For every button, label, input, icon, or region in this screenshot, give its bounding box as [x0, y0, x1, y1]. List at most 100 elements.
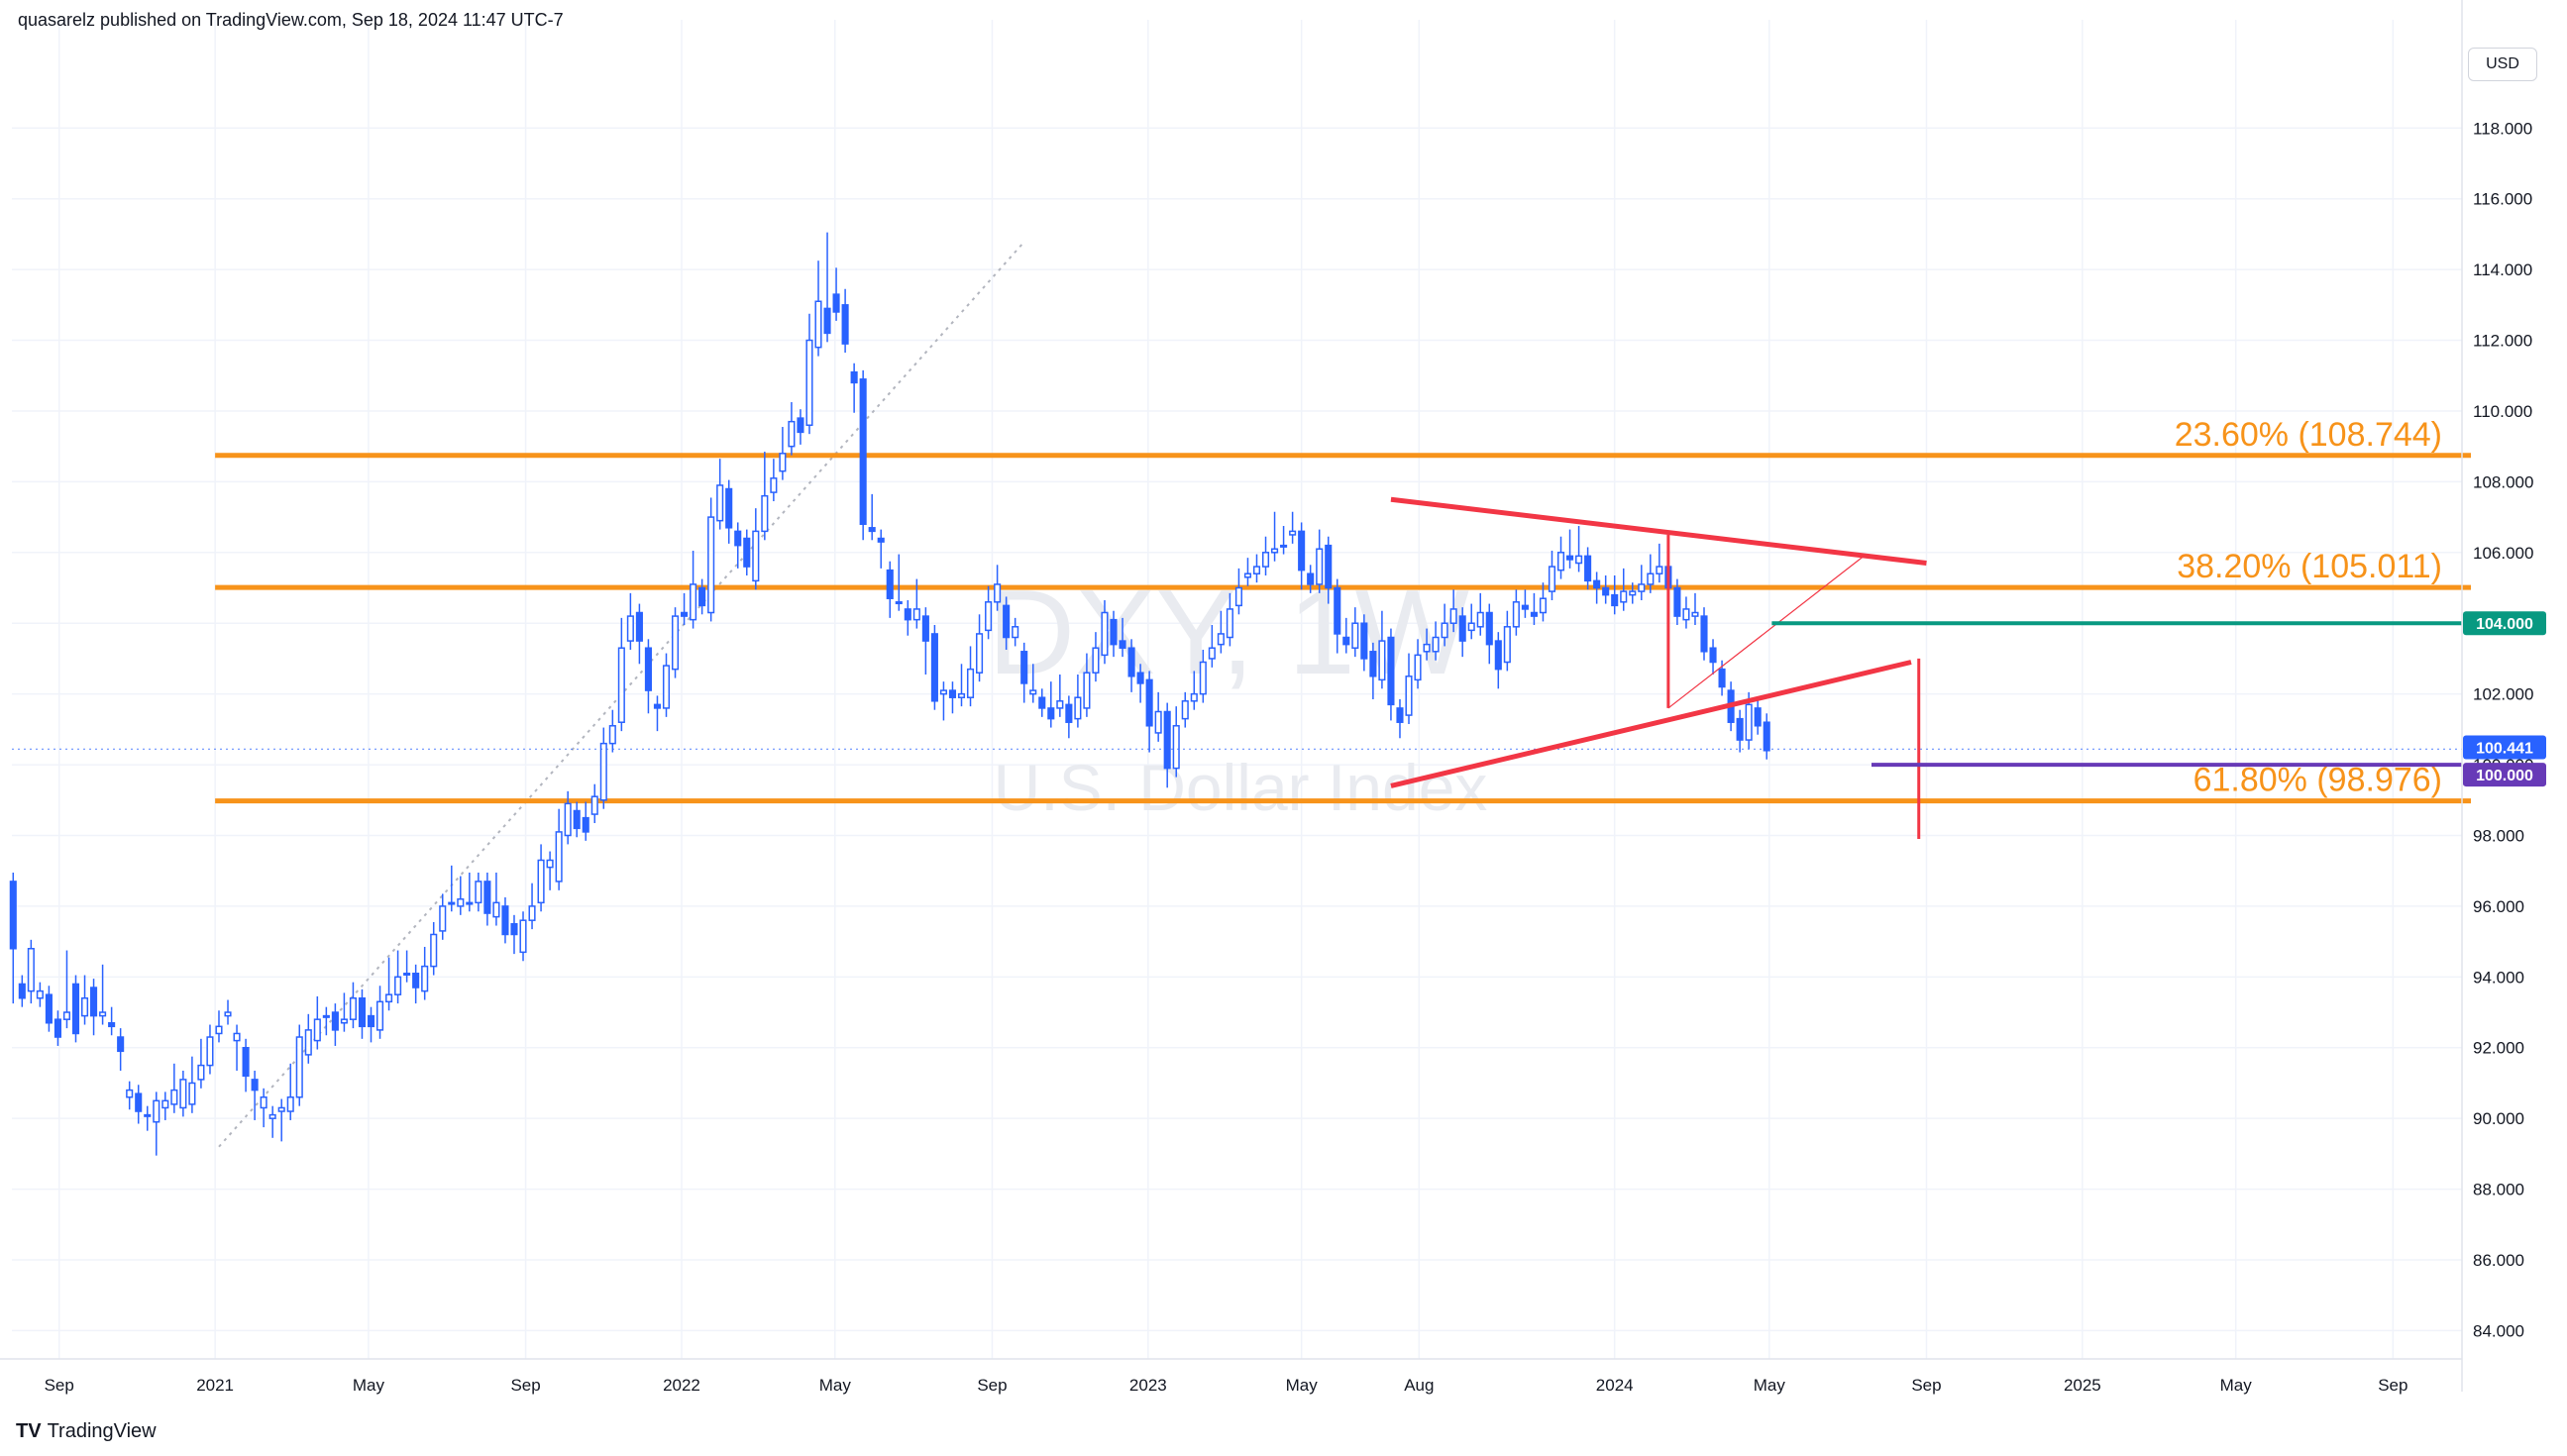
candle[interactable] [394, 950, 402, 1004]
candle[interactable] [295, 1024, 303, 1106]
candle[interactable] [1763, 713, 1770, 760]
candle[interactable] [1503, 610, 1511, 672]
candle[interactable] [242, 1038, 250, 1092]
candle[interactable] [948, 681, 957, 714]
candle[interactable] [170, 1063, 178, 1113]
candle[interactable] [18, 975, 26, 1007]
candle[interactable] [921, 607, 929, 676]
candle[interactable] [814, 260, 822, 357]
candle[interactable] [1414, 639, 1422, 689]
candle[interactable] [859, 369, 867, 541]
candle[interactable] [375, 986, 384, 1039]
candle[interactable] [1682, 596, 1690, 629]
candle[interactable] [45, 986, 53, 1032]
candle[interactable] [1289, 511, 1297, 544]
candle[interactable] [635, 603, 643, 665]
candle[interactable] [546, 851, 554, 890]
candle[interactable] [215, 1010, 223, 1043]
candle[interactable] [1092, 632, 1100, 682]
candle[interactable] [1029, 664, 1037, 703]
candle[interactable] [1736, 709, 1744, 753]
candle[interactable] [582, 801, 589, 841]
candle[interactable] [224, 999, 232, 1025]
candle[interactable] [501, 896, 509, 944]
candle[interactable] [1458, 607, 1466, 658]
candle[interactable] [349, 982, 357, 1029]
candle[interactable] [1467, 603, 1475, 640]
candle[interactable] [161, 1092, 169, 1120]
candle[interactable] [1217, 610, 1225, 654]
candle[interactable] [313, 995, 321, 1050]
candle[interactable] [779, 427, 787, 480]
candle[interactable] [188, 1056, 196, 1113]
candle[interactable] [1530, 592, 1538, 626]
candle[interactable] [617, 617, 625, 732]
candle[interactable] [537, 844, 545, 912]
candle[interactable] [1316, 529, 1324, 593]
candle[interactable] [358, 988, 367, 1039]
candle[interactable] [752, 508, 760, 590]
candle[interactable] [475, 872, 482, 912]
candle[interactable] [823, 232, 831, 343]
candle[interactable] [608, 709, 616, 753]
candle[interactable] [322, 1006, 330, 1036]
candle[interactable] [1325, 536, 1333, 604]
candle[interactable] [930, 625, 938, 710]
candle[interactable] [1611, 575, 1619, 615]
candle[interactable] [439, 893, 447, 940]
candle[interactable] [27, 939, 35, 1004]
candle[interactable] [1449, 589, 1457, 633]
candle[interactable] [1226, 592, 1233, 647]
candle[interactable] [1145, 671, 1153, 753]
candle[interactable] [698, 578, 706, 615]
candle[interactable] [725, 479, 733, 544]
candle[interactable] [788, 402, 796, 456]
candle[interactable] [53, 1010, 61, 1046]
candle[interactable] [1298, 522, 1306, 590]
candle[interactable] [912, 578, 920, 629]
candle[interactable] [1243, 558, 1252, 586]
candle[interactable] [1575, 526, 1583, 572]
candle[interactable] [331, 1003, 339, 1046]
candle[interactable] [1020, 642, 1028, 703]
candle[interactable] [1476, 592, 1484, 636]
candle[interactable] [1629, 582, 1637, 604]
candle[interactable] [510, 914, 518, 955]
candle[interactable] [662, 653, 671, 717]
candle[interactable] [179, 1070, 187, 1117]
candle[interactable] [1074, 675, 1082, 728]
candle[interactable] [850, 363, 858, 413]
candle[interactable] [277, 1098, 285, 1142]
candle[interactable] [1003, 596, 1011, 651]
candle[interactable] [80, 975, 89, 1025]
candle[interactable] [1199, 650, 1207, 703]
candle[interactable] [385, 957, 393, 1011]
candle[interactable] [832, 267, 840, 321]
candle[interactable] [483, 872, 491, 926]
candle[interactable] [304, 1013, 312, 1064]
candle[interactable] [1342, 617, 1350, 654]
candle[interactable] [1647, 554, 1655, 593]
candle[interactable] [1280, 526, 1288, 555]
candle[interactable] [1441, 603, 1448, 647]
candle[interactable] [1360, 614, 1368, 672]
candle[interactable] [340, 992, 348, 1032]
candle[interactable] [36, 982, 44, 1007]
candle[interactable] [994, 565, 1002, 611]
candle[interactable] [761, 452, 769, 541]
minor-trend-line[interactable] [1667, 555, 1865, 709]
candle[interactable] [1119, 617, 1126, 658]
candle[interactable] [117, 1028, 125, 1071]
candle[interactable] [1548, 551, 1556, 601]
candle[interactable] [62, 950, 71, 1029]
candle[interactable] [841, 288, 849, 354]
triangle-lower-line[interactable] [1390, 660, 1912, 788]
candle[interactable] [985, 585, 993, 640]
candle[interactable] [976, 614, 984, 682]
candle[interactable] [108, 1006, 116, 1036]
candle[interactable] [9, 872, 17, 1004]
candle[interactable] [1136, 664, 1144, 703]
candle[interactable] [1261, 536, 1270, 576]
candle[interactable] [939, 681, 947, 721]
candle[interactable] [153, 1092, 160, 1156]
